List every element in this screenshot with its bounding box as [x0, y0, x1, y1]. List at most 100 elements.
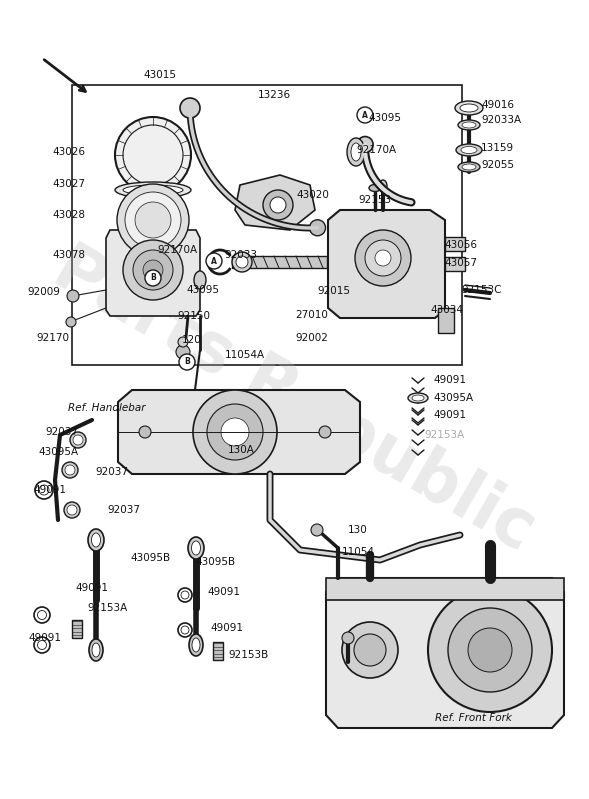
Ellipse shape — [408, 393, 428, 403]
Ellipse shape — [412, 395, 424, 401]
Circle shape — [354, 634, 386, 666]
Circle shape — [123, 240, 183, 300]
Polygon shape — [235, 175, 315, 230]
Ellipse shape — [455, 101, 483, 115]
Text: 92033A: 92033A — [481, 115, 521, 125]
Circle shape — [64, 502, 80, 518]
Polygon shape — [118, 390, 360, 474]
Text: 43095A: 43095A — [38, 447, 78, 457]
Circle shape — [135, 202, 171, 238]
Ellipse shape — [191, 541, 200, 555]
Circle shape — [125, 192, 181, 248]
Circle shape — [115, 117, 191, 193]
Ellipse shape — [379, 180, 387, 192]
Circle shape — [310, 220, 326, 236]
Ellipse shape — [123, 185, 183, 195]
Text: 43015: 43015 — [143, 70, 176, 80]
Bar — [445, 237, 465, 251]
Text: B: B — [184, 357, 190, 367]
Bar — [326, 578, 564, 600]
Circle shape — [73, 435, 83, 445]
Bar — [213, 642, 223, 660]
Text: 49091: 49091 — [210, 623, 243, 633]
Text: 92153: 92153 — [358, 195, 391, 205]
Circle shape — [139, 426, 151, 438]
Text: 92009: 92009 — [27, 287, 60, 297]
Text: 43026: 43026 — [52, 147, 85, 157]
Text: 92037: 92037 — [45, 427, 78, 437]
Text: 43078: 43078 — [52, 250, 85, 260]
Ellipse shape — [462, 164, 476, 170]
Bar — [72, 85, 462, 365]
Text: 130A: 130A — [228, 445, 255, 455]
Circle shape — [468, 628, 512, 672]
Ellipse shape — [369, 185, 381, 192]
Text: 92170: 92170 — [36, 333, 69, 343]
Circle shape — [319, 426, 331, 438]
Circle shape — [357, 107, 373, 123]
Ellipse shape — [458, 162, 480, 172]
Circle shape — [66, 317, 76, 327]
Text: 92170A: 92170A — [157, 245, 197, 255]
Ellipse shape — [91, 533, 101, 547]
Text: 43028: 43028 — [52, 210, 85, 220]
Circle shape — [365, 240, 401, 276]
Text: 92033: 92033 — [224, 250, 257, 260]
Ellipse shape — [89, 639, 103, 661]
Text: 13236: 13236 — [258, 90, 291, 100]
Circle shape — [123, 125, 183, 185]
Text: A: A — [362, 110, 368, 120]
Circle shape — [263, 190, 293, 220]
Circle shape — [117, 184, 189, 256]
Text: 92153B: 92153B — [228, 650, 268, 660]
Text: 92037: 92037 — [107, 505, 140, 515]
Circle shape — [355, 230, 411, 286]
Ellipse shape — [88, 529, 104, 551]
Text: 49091: 49091 — [433, 375, 466, 385]
Text: 11054A: 11054A — [225, 350, 265, 360]
Text: 49091: 49091 — [28, 633, 61, 643]
Text: Ref. Front Fork: Ref. Front Fork — [435, 713, 512, 723]
Circle shape — [448, 608, 532, 692]
Circle shape — [342, 632, 354, 644]
Ellipse shape — [461, 146, 477, 153]
Circle shape — [178, 337, 188, 347]
Text: 49091: 49091 — [33, 485, 66, 495]
Ellipse shape — [462, 122, 476, 128]
Bar — [232, 256, 327, 268]
Circle shape — [180, 98, 200, 118]
Ellipse shape — [188, 537, 204, 559]
Circle shape — [145, 270, 161, 286]
Circle shape — [270, 197, 286, 213]
Polygon shape — [326, 578, 564, 728]
Text: B: B — [150, 273, 156, 283]
Circle shape — [207, 404, 263, 460]
Text: 43020: 43020 — [296, 190, 329, 200]
Circle shape — [176, 345, 190, 359]
Text: 43095B: 43095B — [195, 557, 235, 567]
Ellipse shape — [115, 182, 191, 198]
Text: 43056: 43056 — [444, 240, 477, 250]
Circle shape — [143, 260, 163, 280]
Circle shape — [232, 252, 252, 272]
Text: 11054: 11054 — [342, 547, 375, 557]
Text: 43095B: 43095B — [130, 553, 170, 563]
Circle shape — [193, 390, 277, 474]
Ellipse shape — [351, 143, 361, 161]
Circle shape — [428, 588, 552, 712]
Text: 27010: 27010 — [295, 310, 328, 320]
Circle shape — [342, 622, 398, 678]
Text: 43095: 43095 — [186, 285, 219, 295]
Text: 130: 130 — [348, 525, 368, 535]
Text: 43034: 43034 — [430, 305, 463, 315]
Polygon shape — [106, 230, 200, 316]
Ellipse shape — [92, 643, 100, 657]
Circle shape — [375, 250, 391, 266]
Ellipse shape — [194, 271, 206, 289]
Circle shape — [70, 432, 86, 448]
Circle shape — [236, 256, 248, 268]
Text: 92150: 92150 — [177, 311, 210, 321]
Text: Parts Republic: Parts Republic — [42, 235, 547, 564]
Text: 92153C: 92153C — [461, 285, 501, 295]
Bar — [445, 257, 465, 271]
